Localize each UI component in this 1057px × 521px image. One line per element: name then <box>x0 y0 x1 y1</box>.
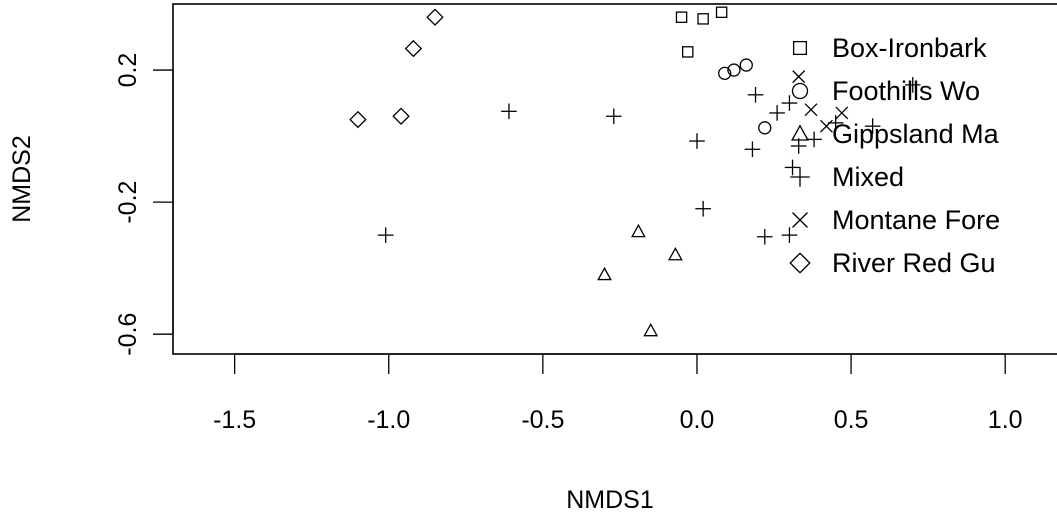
point-square-0-2 <box>715 6 728 19</box>
legend-label: Gippsland Ma <box>832 119 1000 149</box>
point-plus-3-4 <box>695 200 711 217</box>
x-tick-label: 1.0 <box>988 406 1023 434</box>
legend-label: Box-Ironbark <box>832 33 987 63</box>
point-plus-3-16 <box>904 77 921 93</box>
point-triangle-2-3 <box>643 322 659 337</box>
y-tick-label: -0.2 <box>114 181 142 224</box>
x-tick-label: -1.0 <box>367 406 410 434</box>
point-circle-1-3 <box>758 121 772 135</box>
point-plus-3-8 <box>781 95 798 111</box>
x-tick-label: 0.0 <box>680 406 715 434</box>
point-circle-1-0 <box>718 66 732 80</box>
point-plus-3-5 <box>747 87 764 103</box>
point-plus-3-12 <box>781 227 798 243</box>
legend-marker-plus <box>790 167 810 187</box>
point-diamond-5-2 <box>349 110 367 129</box>
x-axis-label: NMDS1 <box>566 486 654 514</box>
y-tick-label: 0.2 <box>114 53 142 88</box>
point-cross-4-0 <box>792 70 806 84</box>
y-axis: -0.6 -0.2 0.2 <box>114 53 174 356</box>
point-triangle-2-2 <box>597 266 612 281</box>
legend-label: River Red Gu <box>832 248 996 278</box>
point-cross-4-2 <box>835 106 849 120</box>
point-circle-1-2 <box>739 58 753 72</box>
point-square-0-0 <box>675 11 688 23</box>
point-cross-4-1 <box>819 119 833 133</box>
point-plus-3-15 <box>864 118 881 134</box>
point-diamond-5-3 <box>392 107 410 125</box>
point-cross-4-3 <box>804 103 818 117</box>
legend-marker-triangle <box>791 124 809 141</box>
point-plus-3-3 <box>689 133 705 149</box>
point-triangle-2-1 <box>667 246 683 261</box>
point-plus-3-9 <box>790 138 807 154</box>
legend-label: Foothills Wo <box>832 76 980 106</box>
point-square-0-3 <box>681 46 694 58</box>
point-diamond-5-1 <box>404 39 423 58</box>
point-plus-3-11 <box>756 228 773 245</box>
legend-label: Montane Fore <box>832 205 1000 235</box>
point-diamond-5-0 <box>426 8 444 26</box>
legend-marker-square <box>792 40 808 56</box>
point-plus-3-6 <box>744 141 761 158</box>
x-tick-label: 0.5 <box>834 406 869 434</box>
x-tick-label: -1.5 <box>213 406 256 434</box>
point-plus-3-13 <box>806 131 822 148</box>
point-plus-3-10 <box>784 159 801 176</box>
y-tick-label: -0.6 <box>114 313 142 356</box>
legend-marker-circle <box>791 82 809 100</box>
data-points <box>349 6 921 337</box>
point-plus-3-2 <box>605 108 622 125</box>
y-axis-label: NMDS2 <box>8 135 36 223</box>
point-plus-3-1 <box>501 103 517 120</box>
point-triangle-2-0 <box>631 223 646 238</box>
x-axis: -1.5 -1.0 -0.5 0.0 0.5 1.0 <box>213 353 1023 434</box>
legend: Box-Ironbark Foothills Wo Gippsland Ma Mixe… <box>789 33 1000 278</box>
point-square-0-1 <box>697 13 709 25</box>
point-plus-3-0 <box>377 227 394 243</box>
legend-marker-cross <box>792 212 808 228</box>
point-plus-3-7 <box>769 105 785 121</box>
point-circle-1-1 <box>727 63 741 77</box>
legend-marker-diamond <box>789 252 811 274</box>
x-tick-label: -0.5 <box>521 406 564 434</box>
legend-label: Mixed <box>832 162 904 192</box>
